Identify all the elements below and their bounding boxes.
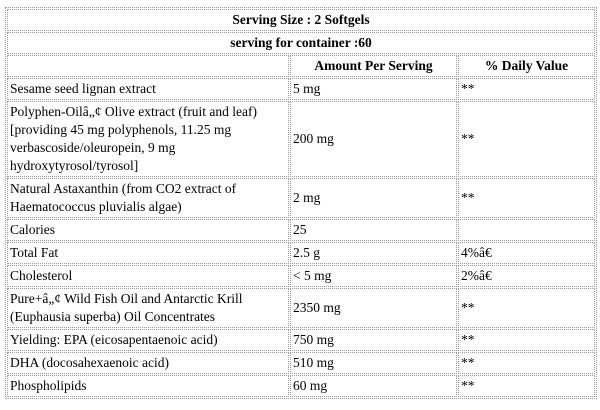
table-row: Cholesterol < 5 mg 2%â€	[7, 265, 596, 287]
nutrient-daily-value: **	[458, 375, 596, 397]
nutrient-name: Natural Astaxanthin (from CO2 extract of…	[7, 178, 289, 218]
nutrient-name: Total Fat	[7, 242, 289, 264]
column-header-blank	[7, 55, 289, 77]
nutrient-name: Phospholipids	[7, 375, 289, 397]
nutrient-amount: 2.5 g	[290, 242, 457, 264]
supplement-facts-container: Serving Size : 2 Softgels serving for co…	[5, 7, 598, 399]
nutrient-amount: 200 mg	[290, 101, 457, 177]
table-row: Phospholipids 60 mg **	[7, 375, 596, 397]
servings-per-container-row: serving for container :60	[7, 32, 596, 54]
nutrient-name: Sesame seed lignan extract	[7, 78, 289, 100]
nutrient-amount: 60 mg	[290, 375, 457, 397]
nutrient-amount: < 5 mg	[290, 265, 457, 287]
nutrient-name: DHA (docosahexaenoic acid)	[7, 352, 289, 374]
column-header-daily-value: % Daily Value	[458, 55, 596, 77]
table-row: Pure+â„¢ Wild Fish Oil and Antarctic Kri…	[7, 288, 596, 328]
table-row: DHA (docosahexaenoic acid) 510 mg **	[7, 352, 596, 374]
nutrient-amount: 2 mg	[290, 178, 457, 218]
nutrient-amount: 750 mg	[290, 329, 457, 351]
nutrient-daily-value: 4%â€	[458, 242, 596, 264]
table-row: Yielding: EPA (eicosapentaenoic acid) 75…	[7, 329, 596, 351]
nutrient-name: Polyphen-Oilâ„¢ Olive extract (fruit and…	[7, 101, 289, 177]
servings-per-container-cell: serving for container :60	[7, 32, 596, 54]
nutrient-name: Calories	[7, 219, 289, 241]
nutrient-name: Pure+â„¢ Wild Fish Oil and Antarctic Kri…	[7, 288, 289, 328]
serving-size-cell: Serving Size : 2 Softgels	[7, 9, 596, 31]
table-row: Total Fat 2.5 g 4%â€	[7, 242, 596, 264]
nutrient-daily-value: **	[458, 101, 596, 177]
nutrient-daily-value: **	[458, 288, 596, 328]
nutrient-daily-value: 2%â€	[458, 265, 596, 287]
nutrient-amount: 5 mg	[290, 78, 457, 100]
table-row: Natural Astaxanthin (from CO2 extract of…	[7, 178, 596, 218]
nutrient-amount: 2350 mg	[290, 288, 457, 328]
column-header-amount: Amount Per Serving	[290, 55, 457, 77]
nutrient-daily-value: **	[458, 178, 596, 218]
nutrient-name: Cholesterol	[7, 265, 289, 287]
nutrient-daily-value: **	[458, 352, 596, 374]
nutrient-daily-value: **	[458, 329, 596, 351]
supplement-facts-table: Serving Size : 2 Softgels serving for co…	[5, 7, 598, 399]
column-header-row: Amount Per Serving % Daily Value	[7, 55, 596, 77]
nutrient-amount: 510 mg	[290, 352, 457, 374]
serving-size-row: Serving Size : 2 Softgels	[7, 9, 596, 31]
table-row: Polyphen-Oilâ„¢ Olive extract (fruit and…	[7, 101, 596, 177]
nutrient-name: Yielding: EPA (eicosapentaenoic acid)	[7, 329, 289, 351]
table-row: Calories 25	[7, 219, 596, 241]
nutrient-amount: 25	[290, 219, 457, 241]
table-row: Sesame seed lignan extract 5 mg **	[7, 78, 596, 100]
nutrient-daily-value: **	[458, 78, 596, 100]
nutrient-daily-value	[458, 219, 596, 241]
